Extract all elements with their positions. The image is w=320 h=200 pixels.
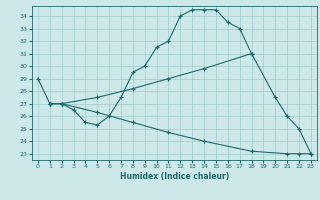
X-axis label: Humidex (Indice chaleur): Humidex (Indice chaleur) [120, 172, 229, 181]
